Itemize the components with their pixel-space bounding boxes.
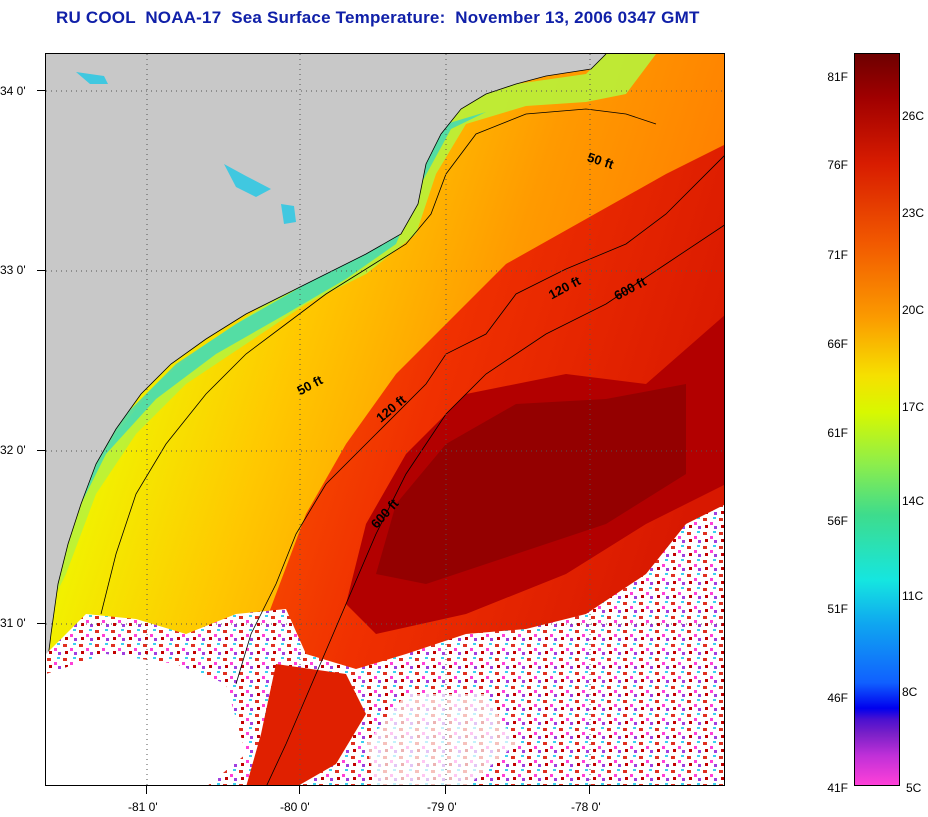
colorbar-f-46: 46F: [827, 691, 848, 705]
coastline: [46, 54, 607, 675]
colorbar-f-51: 51F: [827, 602, 848, 616]
chart-title: RU COOL NOAA-17 Sea Surface Temperature:…: [56, 8, 700, 27]
tick-lat-31: [37, 623, 45, 624]
graticule: [46, 54, 724, 785]
colorbar-c-8: 8C: [902, 685, 918, 699]
colorbar-f-76: 76F: [827, 158, 848, 172]
lon-label-81: -81 0': [128, 800, 158, 814]
inland-water-1: [224, 164, 271, 197]
lat-label-33: 33 0': [0, 263, 26, 277]
isobath-50ft: [100, 108, 657, 615]
colorbar-f-71: 71F: [827, 248, 848, 262]
inland-water-2: [281, 204, 296, 224]
colorbar-c-26: 26C: [902, 109, 925, 123]
lat-label-31: 31 0': [0, 616, 26, 630]
tick-lat-32: [37, 450, 45, 451]
lon-label-79: -79 0': [427, 800, 457, 814]
tick-lon-80: [299, 786, 300, 794]
temperature-colorbar: [854, 53, 900, 786]
cloud-clear-mid: [366, 694, 516, 785]
isobath-600ft: [266, 224, 724, 785]
colorbar-f-41: 41F: [827, 781, 848, 795]
sst-map-svg: 50 ft 120 ft 600 ft 50 ft 120 ft 600 ft: [46, 54, 724, 785]
colorbar-c-20: 20C: [902, 303, 925, 317]
warm-patch-south: [246, 664, 366, 785]
colorbar-f-81: 81F: [827, 70, 848, 84]
tick-lon-79: [445, 786, 446, 794]
lon-label-80: -80 0': [280, 800, 310, 814]
colorbar-c-11: 11C: [902, 589, 924, 603]
land: [46, 54, 606, 674]
inland-water-3: [76, 72, 108, 84]
colorbar-f-61: 61F: [827, 426, 848, 440]
lon-label-78: -78 0': [571, 800, 601, 814]
gulf-stream-inner: [376, 384, 686, 584]
lat-label-32: 32 0': [0, 443, 26, 457]
colorbar-f-56: 56F: [827, 514, 848, 528]
isobath-120ft: [235, 155, 724, 685]
colorbar-c-23: 23C: [902, 206, 925, 220]
tick-lon-78: [589, 786, 590, 794]
colorbar-c-5: 5C: [906, 781, 922, 795]
sst-map: 50 ft 120 ft 600 ft 50 ft 120 ft 600 ft: [45, 53, 725, 786]
tick-lon-81: [146, 786, 147, 794]
tick-lat-33: [37, 270, 45, 271]
colorbar-f-66: 66F: [827, 337, 848, 351]
colorbar-c-14: 14C: [902, 494, 925, 508]
lat-label-34: 34 0': [0, 84, 26, 98]
tick-lat-34: [37, 90, 45, 91]
colorbar-c-17: 17C: [902, 400, 925, 414]
cloud-clear-sw: [46, 654, 246, 785]
